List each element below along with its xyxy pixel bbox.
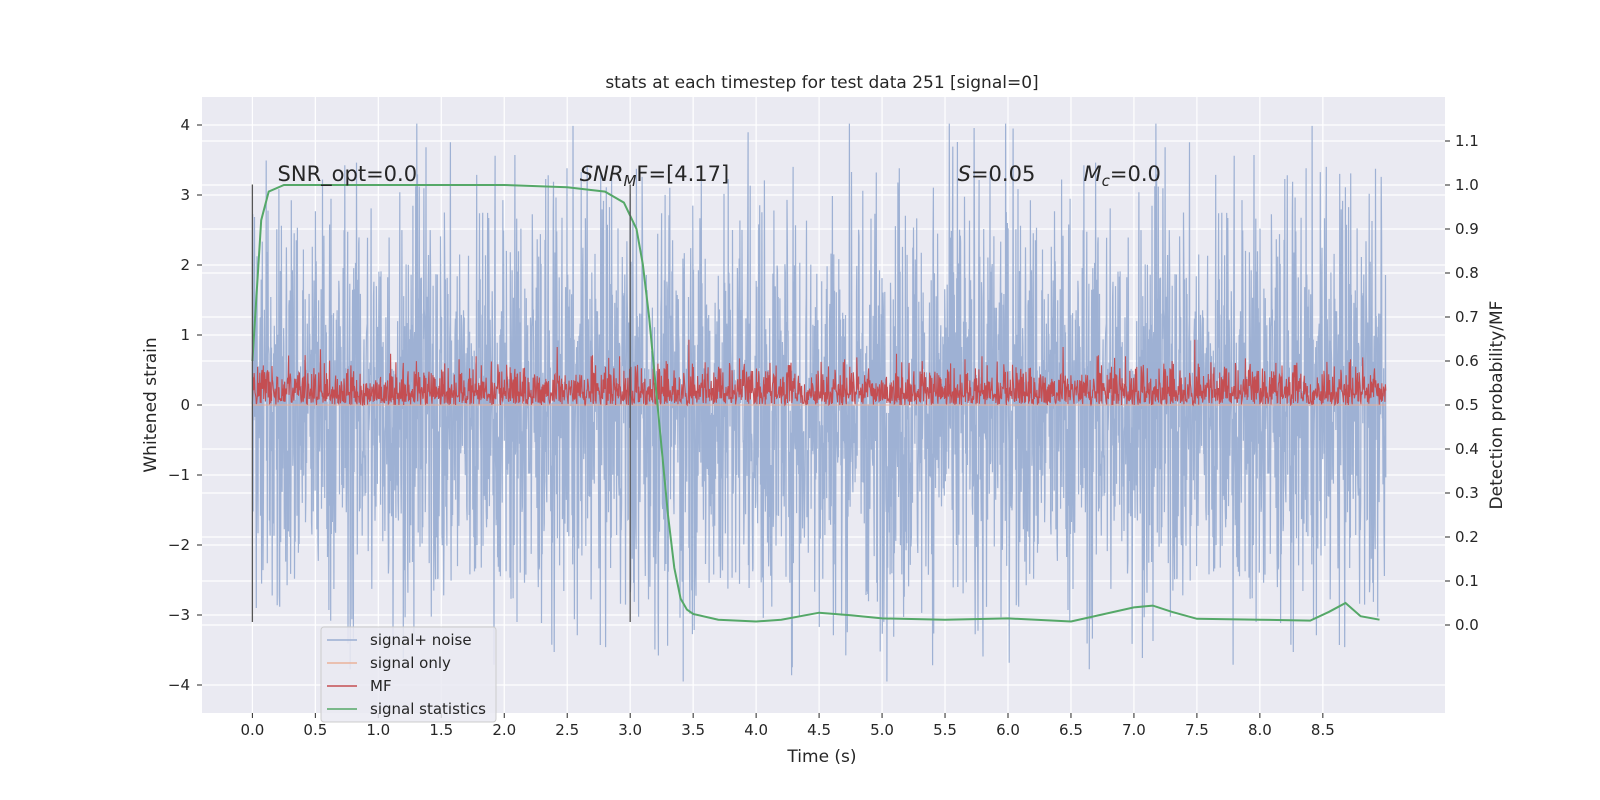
annotation-s-stat-sym: S <box>958 162 971 186</box>
annotation-mc-sym: M <box>1084 162 1102 186</box>
x-tick-label-17: 8.5 <box>1311 721 1335 739</box>
x-tick-label-9: 4.5 <box>807 721 831 739</box>
annotation-snr-mf-sub: M <box>623 172 636 190</box>
y2-tick-label-4: 0.7 <box>1455 308 1479 326</box>
y2-tick-label-7: 0.4 <box>1455 440 1479 458</box>
annotation-s-stat-rest: =0.05 <box>971 162 1035 186</box>
y2-tick-label-9: 0.2 <box>1455 528 1479 546</box>
x-tick-label-2: 1.0 <box>366 721 390 739</box>
annotation-snr-mf-rest: F=[4.17] <box>636 162 729 186</box>
annotations: SNR_opt=0.0 SNRMF=[4.17] S=0.05 Mc=0.0 <box>278 162 1161 190</box>
x-tick-label-13: 6.5 <box>1059 721 1083 739</box>
series-mf <box>251 339 1387 407</box>
annotation-snr-opt: SNR_opt=0.0 <box>278 162 418 187</box>
x-tick-label-8: 4.0 <box>744 721 768 739</box>
legend-label-signal-statistics: signal statistics <box>370 700 486 718</box>
x-tick-label-16: 8.0 <box>1248 721 1272 739</box>
y2-axis-label: Detection probability/MF <box>1487 301 1507 510</box>
y2-tick-label-5: 0.6 <box>1455 352 1479 370</box>
y-tick-label-5: −1 <box>168 466 190 484</box>
legend-box <box>320 626 497 723</box>
x-tick-label-11: 5.5 <box>933 721 957 739</box>
series-signal-statistics <box>251 184 1380 623</box>
y-tick-label-4: 0 <box>180 396 190 414</box>
y-tick-label-3: 1 <box>180 326 190 344</box>
annotation-mc-sub: c <box>1102 172 1111 190</box>
series-layer <box>251 123 1387 682</box>
y2-tick-label-1: 1.0 <box>1455 176 1479 194</box>
x-tick-label-0: 0.0 <box>240 721 264 739</box>
y2-tick-label-0: 1.1 <box>1455 132 1479 150</box>
legend-label-signal-noise: signal+ noise <box>370 631 472 649</box>
legend-label-signal-only: signal only <box>370 654 451 672</box>
y2-tick-label-2: 0.9 <box>1455 220 1479 238</box>
y2-tick-label-3: 0.8 <box>1455 264 1479 282</box>
y-tick-label-1: 3 <box>180 186 190 204</box>
x-tick-label-14: 7.0 <box>1122 721 1146 739</box>
legend-label-mf: MF <box>370 677 392 695</box>
y2-tick-label-11: 0.0 <box>1455 616 1479 634</box>
x-tick-label-1: 0.5 <box>303 721 327 739</box>
y-tick-label-8: −4 <box>168 676 190 694</box>
y-axis-label: Whitened strain <box>141 337 161 472</box>
axes: 0.0 0.5 1.0 1.5 2.0 2.5 3.0 3.5 4.0 4.5 5.0 5.5 6.0 6… <box>168 116 1479 739</box>
x-tick-label-15: 7.5 <box>1185 721 1209 739</box>
chart-title: stats at each timestep for test data 251… <box>605 73 1038 93</box>
series-path-3 <box>251 184 1380 623</box>
vline-layer <box>251 184 631 622</box>
annotation-s-stat: S=0.05 <box>958 162 1036 186</box>
y-tick-label-7: −3 <box>168 606 190 624</box>
annotation-snr-mf: SNRMF=[4.17] <box>580 162 729 190</box>
y-tick-label-6: −2 <box>168 536 190 554</box>
annotation-mc: Mc=0.0 <box>1084 162 1161 190</box>
x-tick-label-6: 3.0 <box>618 721 642 739</box>
y2-tick-label-10: 0.1 <box>1455 572 1479 590</box>
y2-tick-label-8: 0.3 <box>1455 484 1479 502</box>
y2-tick-label-6: 0.5 <box>1455 396 1479 414</box>
x-tick-label-5: 2.5 <box>555 721 579 739</box>
x-tick-label-12: 6.0 <box>996 721 1020 739</box>
legend: signal+ noise signal only MF signal stat… <box>320 626 497 723</box>
annotation-mc-rest: =0.0 <box>1110 162 1161 186</box>
x-tick-label-3: 1.5 <box>429 721 453 739</box>
y-tick-label-2: 2 <box>180 256 190 274</box>
x-tick-label-10: 5.0 <box>870 721 894 739</box>
series-path-2 <box>251 339 1387 407</box>
y-tick-label-0: 4 <box>180 116 190 134</box>
x-tick-label-7: 3.5 <box>681 721 705 739</box>
annotation-snr-mf-sym: SNR <box>580 162 624 186</box>
x-axis-label: Time (s) <box>786 747 856 767</box>
x-tick-label-4: 2.0 <box>492 721 516 739</box>
annotation-snr-opt-prefix: SNR_opt=0.0 <box>278 162 418 187</box>
